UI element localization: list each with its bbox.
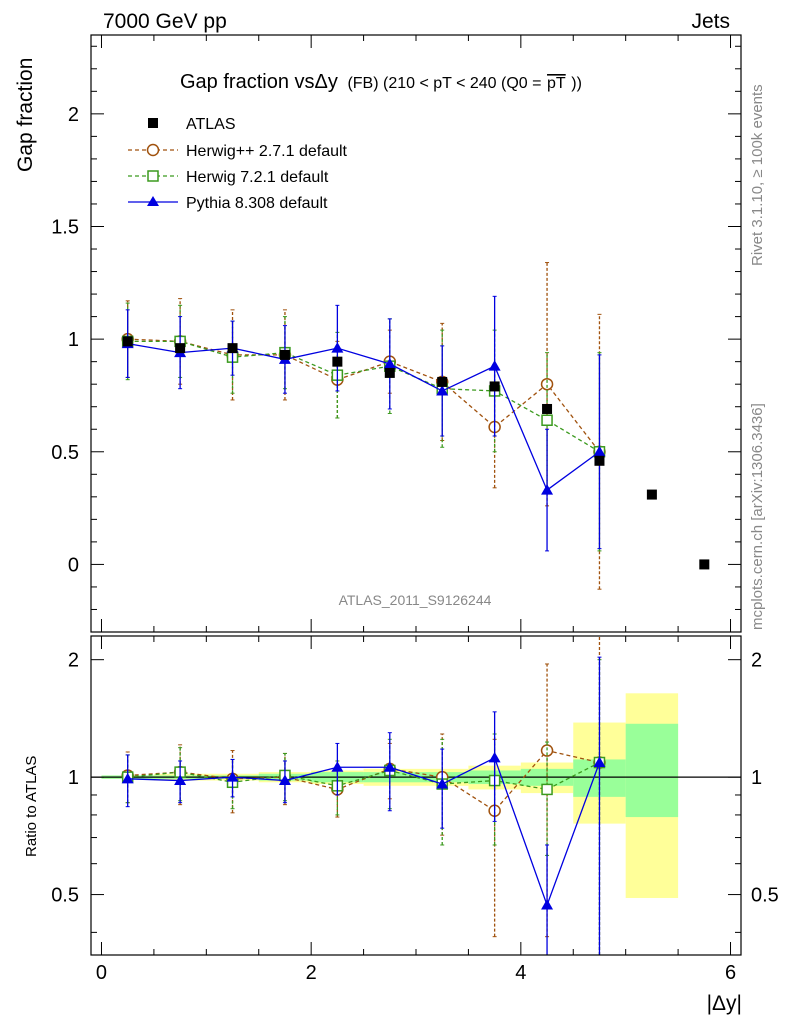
- main-series: [121, 262, 710, 590]
- series-herwigpp: [121, 635, 606, 956]
- x-tick-label: 0: [96, 962, 107, 984]
- legend-item-herwig7: Herwig 7.2.1 default: [128, 169, 329, 186]
- ratio-ylabel: Ratio to ATLAS: [23, 756, 40, 857]
- y-tick-label-ratio: 0.5: [51, 885, 79, 907]
- point-pythia: [488, 751, 501, 763]
- point-herwig7: [541, 414, 553, 426]
- ratio-xlabel: |Δy|: [707, 992, 742, 1015]
- side-label-mcplots: mcplots.cern.ch [arXiv:1306.3436]: [749, 403, 766, 630]
- point-atlas: [594, 455, 605, 466]
- y-tick-label-main: 1: [68, 329, 79, 351]
- point-atlas: [122, 336, 133, 347]
- legend-marker-herwig7: [147, 170, 159, 182]
- y-tick-label-ratio-right: 0.5: [751, 885, 779, 907]
- series-line-herwig7: [127, 761, 600, 791]
- ratio-series: [121, 635, 606, 956]
- y-tick-label-main: 1.5: [51, 216, 79, 238]
- point-atlas: [437, 376, 448, 387]
- header-right: Jets: [691, 10, 730, 33]
- point-pythia: [331, 342, 344, 353]
- chart-title: Gap fraction vsΔy (FB) (210 < pT < 240 (…: [180, 71, 582, 93]
- series-herwig7: [121, 302, 606, 552]
- series-pythia: [121, 656, 606, 956]
- point-atlas: [227, 343, 238, 354]
- legend-marker-atlas: [148, 118, 158, 128]
- series-line-herwig7: [127, 340, 600, 453]
- point-atlas: [489, 381, 500, 392]
- point-pythia: [278, 774, 291, 786]
- point-pythia: [226, 771, 239, 782]
- point-pythia: [174, 774, 187, 786]
- x-tick-label: 6: [725, 962, 736, 984]
- series-atlas: [122, 336, 710, 570]
- watermark: ATLAS_2011_S9126244: [339, 592, 492, 608]
- series-pythia: [121, 295, 606, 552]
- ratio-bands: [101, 693, 679, 898]
- series-herwig7: [121, 659, 606, 956]
- point-atlas: [699, 559, 710, 570]
- point-atlas: [175, 343, 186, 354]
- side-label-rivet: Rivet 3.1.10, ≥ 100k events: [749, 84, 766, 266]
- y-tick-label-main: 0: [68, 554, 79, 576]
- series-line-herwigpp: [127, 338, 600, 453]
- point-pythia: [488, 360, 501, 371]
- x-tick-label: 2: [306, 962, 317, 984]
- legend-marker-herwigpp: [146, 143, 160, 157]
- point-pythia: [593, 445, 606, 457]
- legend-marker-pythia: [147, 196, 159, 206]
- point-atlas: [384, 367, 395, 378]
- header-left: 7000 GeV pp: [103, 10, 227, 33]
- y-tick-label-main: 0.5: [51, 442, 79, 464]
- point-herwigpp: [540, 377, 554, 391]
- point-atlas: [542, 403, 553, 414]
- legend-label-atlas: ATLAS: [186, 116, 236, 133]
- series-herwigpp: [121, 262, 606, 590]
- y-tick-label-ratio: 1: [68, 767, 79, 789]
- main-ylabel: Gap fraction: [14, 58, 37, 172]
- point-pythia: [436, 384, 449, 396]
- chart-title-end: )): [571, 75, 582, 92]
- x-tick-label: 4: [515, 962, 526, 984]
- series-line-pythia: [127, 757, 601, 907]
- legend-label-pythia: Pythia 8.308 default: [186, 195, 328, 212]
- legend-item-atlas: ATLAS: [148, 116, 236, 133]
- point-atlas: [279, 349, 290, 360]
- y-tick-label-ratio: 2: [68, 650, 79, 672]
- axes: 0 2 4 6 0 0.5 1 1.5 2 0.5 0.5 1 1 2 2: [51, 34, 779, 984]
- legend: ATLAS Herwig++ 2.7.1 default Herwig 7.2.…: [128, 116, 348, 212]
- legend-item-herwigpp: Herwig++ 2.7.1 default: [128, 143, 348, 160]
- chart-title-overline-pt: pT: [547, 75, 566, 92]
- point-atlas: [332, 356, 343, 367]
- legend-label-herwig7: Herwig 7.2.1 default: [186, 169, 329, 186]
- point-pythia: [383, 761, 396, 772]
- point-pythia: [541, 484, 554, 495]
- point-pythia: [331, 761, 344, 772]
- chart-title-sub: (FB) (210 < pT < 240 (Q0 =: [347, 75, 541, 92]
- point-pythia: [436, 778, 449, 789]
- series-line-herwigpp: [127, 749, 600, 812]
- point-herwig7: [541, 783, 553, 796]
- legend-label-herwigpp: Herwig++ 2.7.1 default: [186, 143, 348, 160]
- y-tick-label-ratio-right: 1: [751, 767, 762, 789]
- point-pythia: [121, 772, 134, 784]
- y-tick-label-ratio-right: 2: [751, 650, 762, 672]
- y-tick-label-main: 2: [68, 104, 79, 126]
- point-pythia: [593, 756, 606, 768]
- series-line-pythia: [127, 342, 600, 492]
- svg-text:Gap fraction vsΔy (FB) (: Gap fraction vsΔy (FB) (210 < pT < 240 (…: [180, 71, 582, 93]
- point-pythia: [383, 357, 396, 369]
- chart-title-main: Gap fraction vsΔy: [180, 71, 338, 93]
- point-atlas: [646, 489, 657, 500]
- legend-item-pythia: Pythia 8.308 default: [128, 195, 328, 212]
- band-inner-bin: [625, 723, 679, 818]
- point-pythia: [541, 899, 554, 910]
